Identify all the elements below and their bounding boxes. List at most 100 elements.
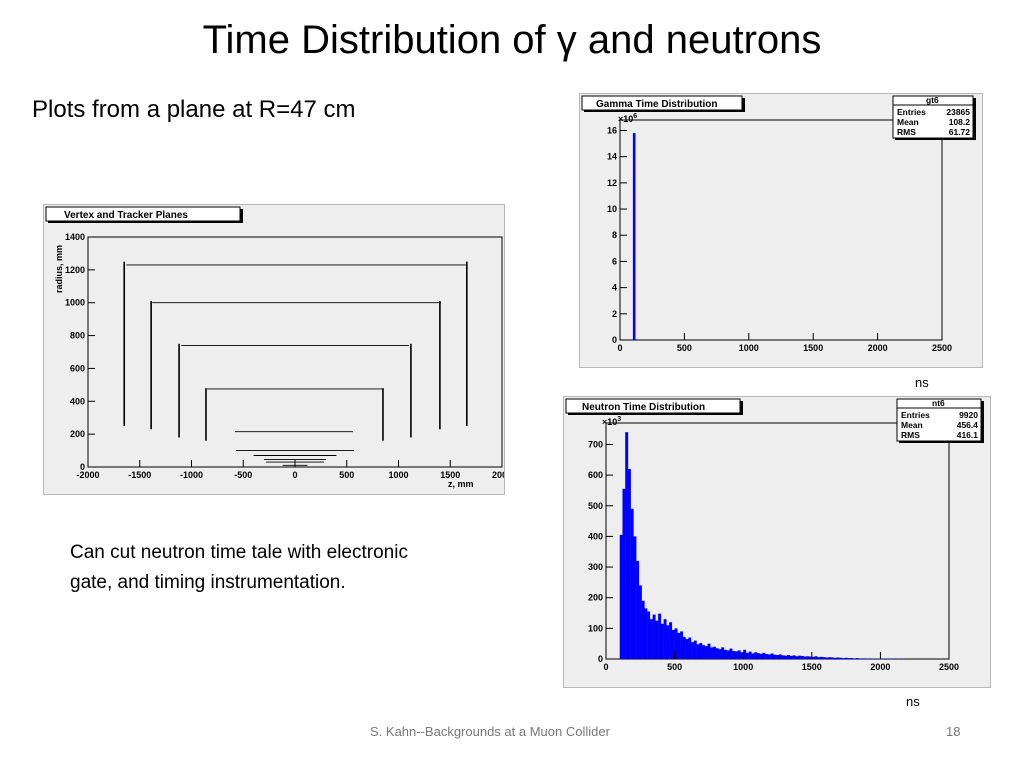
neutron-histogram-bar (622, 488, 626, 659)
svg-text:61.72: 61.72 (949, 127, 971, 137)
gamma-xtick-label: 1000 (739, 343, 759, 353)
neutron-histogram-bar (688, 637, 692, 659)
gamma-ytick-label: 0 (612, 335, 617, 345)
neutron-ytick-label: 700 (588, 439, 603, 449)
neutron-histogram-bar (776, 655, 780, 659)
neutron-histogram-bar (863, 658, 867, 659)
neutron-histogram-bar (729, 648, 733, 659)
neutron-plot-title: Neutron Time Distribution (582, 402, 705, 413)
neutron-histogram-bar (770, 653, 774, 659)
gamma-plot-frame (619, 119, 943, 341)
vtx-xtick-label: 500 (339, 470, 354, 480)
neutron-histogram-bar (836, 657, 840, 659)
neutron-time-plot: 0 500 1000 1500 2000 2500 0 100 200 300 400 500 600 7… (563, 396, 991, 688)
svg-text:RMS: RMS (897, 127, 916, 137)
neutron-histogram-bar (852, 658, 856, 659)
neutron-histogram-bar (627, 468, 631, 659)
neutron-histogram-bar (784, 655, 788, 659)
neutron-histogram-bar (638, 585, 642, 659)
neutron-histogram-bar (839, 657, 843, 659)
gamma-ytick-label: 16 (607, 125, 617, 135)
neutron-histogram-bar (715, 648, 719, 659)
neutron-histogram-bar (707, 643, 711, 659)
neutron-histogram-bar (759, 653, 763, 659)
neutron-histogram-bar (696, 644, 700, 659)
neutron-histogram-bar (704, 646, 708, 659)
svg-text:Mean: Mean (897, 117, 919, 127)
neutron-ytick-label: 0 (598, 654, 603, 664)
neutron-ytick-label: 100 (588, 623, 603, 633)
gamma-ytick-label: 4 (612, 283, 617, 293)
neutron-x-unit: ns (906, 694, 920, 709)
neutron-histogram-bar (809, 656, 812, 659)
gamma-histogram-bar (635, 339, 639, 340)
neutron-histogram-bar (649, 619, 653, 659)
gamma-stats-box: gt6 Entries 23865 Mean 108.2 RMS 61.72 (892, 95, 976, 140)
neutron-histogram-bar (663, 619, 667, 659)
neutron-y-exponent: ×103 (602, 416, 621, 427)
svg-text:gt6: gt6 (926, 95, 939, 105)
neutron-histogram-bar (674, 628, 678, 659)
neutron-xtick-label: 2500 (939, 662, 959, 672)
neutron-histogram-bar (737, 650, 741, 659)
neutron-histogram-bar (644, 608, 648, 659)
neutron-histogram-bar (767, 654, 771, 659)
vtx-ytick-label: 200 (70, 429, 85, 439)
svg-text:Entries: Entries (901, 410, 930, 420)
neutron-histogram-bar (762, 652, 766, 659)
svg-text:RMS: RMS (901, 430, 920, 440)
neutron-histogram-bar (795, 656, 799, 659)
vtx-ytick-label: 1400 (65, 232, 85, 242)
gamma-ytick-label: 12 (607, 178, 617, 188)
neutron-xtick-label: 500 (667, 662, 682, 672)
neutron-histogram-bar (841, 658, 845, 659)
neutron-histogram-bar (831, 657, 834, 659)
vtx-xtick-label: -2000 (76, 470, 99, 480)
gamma-histogram-bar (632, 133, 636, 340)
neutron-histogram-bar (800, 655, 804, 659)
neutron-histogram-bar (743, 649, 747, 659)
gamma-ytick-label: 14 (607, 152, 617, 162)
neutron-histogram-bar (641, 600, 645, 659)
neutron-histogram-bar (754, 652, 758, 659)
neutron-histogram-bar (806, 656, 810, 659)
neutron-histogram-bar (625, 432, 629, 659)
neutron-histogram-bar (732, 651, 736, 659)
neutron-histogram-bar (844, 657, 848, 659)
gamma-ytick-label: 6 (612, 256, 617, 266)
neutron-xtick-label: 1000 (733, 662, 753, 672)
neutron-histogram-bar (710, 647, 714, 659)
neutron-histogram-bar (781, 655, 785, 659)
neutron-stats-box: nt6 Entries 9920 Mean 456.4 RMS 416.1 (896, 398, 984, 443)
neutron-xtick-label: 0 (603, 662, 608, 672)
gamma-xtick-label: 2500 (932, 343, 952, 353)
slide-title: Time Distribution of γ and neutrons (202, 18, 822, 62)
gamma-ytick-label: 8 (612, 230, 617, 240)
neutron-histogram-bar (817, 657, 821, 659)
neutron-histogram-bar (619, 534, 623, 659)
neutron-histogram-bar (745, 652, 749, 659)
neutron-histogram-bar (789, 655, 793, 659)
neutron-histogram-bar (811, 656, 815, 659)
neutron-ytick-label: 400 (588, 531, 603, 541)
neutron-histogram-bar (751, 653, 755, 659)
vtx-ytick-label: 0 (80, 462, 85, 472)
neutron-histogram-bar (861, 658, 865, 659)
vtx-ytick-label: 800 (70, 331, 85, 341)
neutron-histogram-bar (748, 651, 752, 659)
gamma-xtick-label: 500 (677, 343, 692, 353)
neutron-histogram-bar (630, 508, 634, 659)
neutron-histogram-bar (660, 623, 664, 659)
neutron-histogram-bar (699, 643, 703, 659)
neutron-histogram-bar (691, 642, 695, 659)
slide-note: Can cut neutron time tale with electroni… (70, 542, 408, 593)
neutron-histogram-bar (850, 658, 854, 659)
neutron-histogram-bar (666, 625, 670, 659)
neutron-ytick-label: 500 (588, 501, 603, 511)
gamma-ytick-label: 10 (607, 204, 617, 214)
neutron-histogram-bar (765, 654, 769, 659)
svg-text:23865: 23865 (946, 107, 970, 117)
gamma-x-unit: ns (915, 375, 929, 390)
vtx-plot-title: Vertex and Tracker Planes (64, 210, 188, 221)
neutron-histogram-bar (787, 655, 791, 659)
